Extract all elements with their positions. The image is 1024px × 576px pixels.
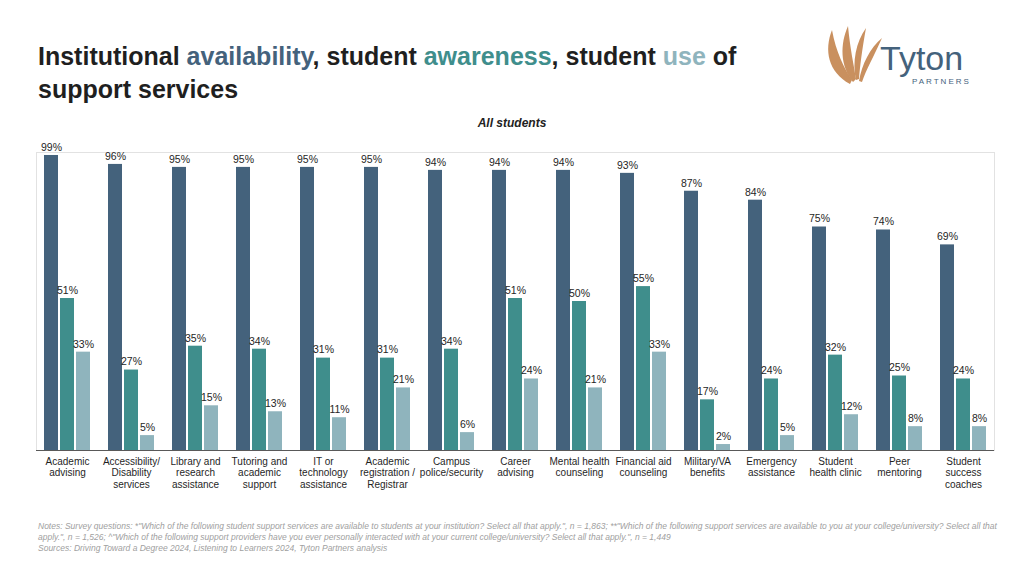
svg-text:5%: 5% [140, 421, 155, 433]
svg-text:95%: 95% [169, 153, 190, 165]
svg-text:31%: 31% [313, 343, 334, 355]
html-text:All students: All students [477, 116, 547, 130]
svg-text:93%: 93% [617, 159, 638, 171]
svg-text:21%: 21% [393, 373, 414, 385]
svg-text:74%: 74% [873, 215, 894, 227]
svg-text:13%: 13% [265, 397, 286, 409]
svg-text:Campuspolice/security: Campuspolice/security [420, 456, 483, 479]
svg-text:Peermentoring: Peermentoring [877, 456, 921, 479]
svg-text:PARTNERS: PARTNERS [912, 77, 971, 86]
svg-text:Military/VAbenefits: Military/VAbenefits [684, 456, 731, 479]
svg-text:Mental healthcounseling: Mental healthcounseling [549, 456, 609, 479]
svg-text:Emergencyassistance: Emergencyassistance [746, 456, 797, 479]
svg-text:Academicadvising: Academicadvising [46, 456, 90, 479]
svg-text:84%: 84% [745, 186, 766, 198]
svg-text:Tyton: Tyton [880, 39, 963, 77]
svg-text:32%: 32% [825, 341, 846, 353]
svg-text:21%: 21% [585, 373, 606, 385]
svg-text:94%: 94% [425, 156, 446, 168]
svg-text:Careeradvising: Careeradvising [497, 456, 534, 479]
svg-text:99%: 99% [41, 141, 62, 153]
svg-text:Studenthealth clinic: Studenthealth clinic [809, 456, 861, 479]
svg-text:31%: 31% [377, 343, 398, 355]
svg-text:35%: 35% [185, 332, 206, 344]
svg-text:Library andresearchassistance: Library andresearchassistance [170, 456, 220, 490]
svg-text:51%: 51% [505, 284, 526, 296]
svg-text:15%: 15% [201, 391, 222, 403]
svg-text:Academicregistration /Registra: Academicregistration /Registrar [360, 456, 415, 490]
svg-text:8%: 8% [972, 412, 987, 424]
svg-text:5%: 5% [780, 421, 795, 433]
svg-text:17%: 17% [697, 385, 718, 397]
html-text:Institutional availability, st: Institutional availability, student awar… [38, 42, 737, 103]
svg-text:55%: 55% [633, 272, 654, 284]
svg-text:2%: 2% [716, 430, 731, 442]
svg-text:Tutoring andacademicsupport: Tutoring andacademicsupport [232, 456, 288, 490]
svg-text:95%: 95% [297, 153, 318, 165]
svg-text:95%: 95% [233, 153, 254, 165]
svg-text:33%: 33% [649, 338, 670, 350]
svg-text:Financial aidcounseling: Financial aidcounseling [615, 456, 671, 479]
svg-text:24%: 24% [761, 364, 782, 376]
svg-text:96%: 96% [105, 150, 126, 162]
svg-text:6%: 6% [460, 418, 475, 430]
svg-text:50%: 50% [569, 287, 590, 299]
svg-text:34%: 34% [249, 335, 270, 347]
svg-text:34%: 34% [441, 335, 462, 347]
svg-text:12%: 12% [841, 400, 862, 412]
svg-text:27%: 27% [121, 355, 142, 367]
svg-text:8%: 8% [908, 412, 923, 424]
svg-text:94%: 94% [553, 156, 574, 168]
svg-text:25%: 25% [889, 361, 910, 373]
svg-text:95%: 95% [361, 153, 382, 165]
svg-text:69%: 69% [937, 230, 958, 242]
svg-text:51%: 51% [57, 284, 78, 296]
svg-text:Studentsuccesscoaches: Studentsuccesscoaches [945, 456, 982, 490]
svg-text:24%: 24% [521, 364, 542, 376]
html-text:Sources: Driving Toward a Degr: Sources: Driving Toward a Degree 2024, L… [38, 543, 388, 553]
svg-text:Accessibility/Disabilityservic: Accessibility/Disabilityservices [103, 456, 160, 490]
svg-text:24%: 24% [953, 364, 974, 376]
svg-text:33%: 33% [73, 338, 94, 350]
svg-text:87%: 87% [681, 177, 702, 189]
svg-text:IT ortechnologyassistance: IT ortechnologyassistance [299, 456, 347, 490]
svg-text:11%: 11% [329, 403, 349, 415]
html-text:Notes: Survey questions: *"Whi: Notes: Survey questions: *"Which of the … [38, 521, 997, 542]
svg-text:75%: 75% [809, 212, 830, 224]
svg-text:94%: 94% [489, 156, 510, 168]
